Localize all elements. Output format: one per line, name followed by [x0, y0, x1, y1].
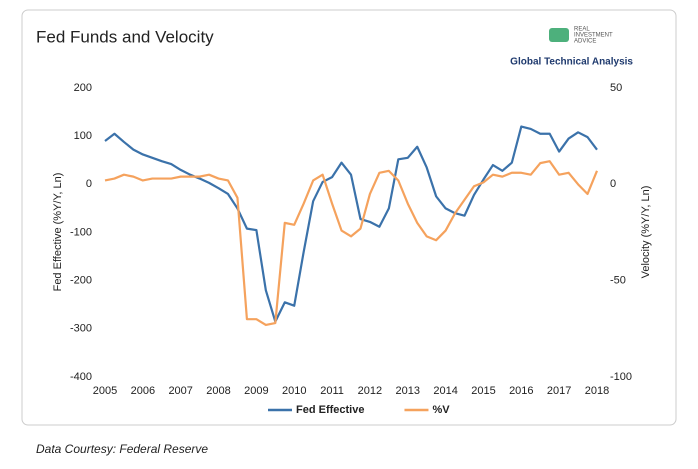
subtitle: Global Technical Analysis	[510, 57, 633, 68]
y2-tick-label: -100	[610, 371, 632, 383]
x-tick-label: 2011	[320, 385, 344, 397]
x-tick-label: 2013	[396, 385, 420, 397]
x-tick-label: 2018	[585, 385, 609, 397]
x-tick-label: 2006	[131, 385, 155, 397]
brand: INVESTMENT	[574, 33, 613, 39]
x-tick-label: 2014	[433, 385, 457, 397]
y-axis-label: Fed Effective (%Y/Y, Ln)	[52, 173, 64, 292]
x-tick-label: 2017	[547, 385, 571, 397]
y2-axis-label: Velocity (%Y/Y, Ln)	[640, 186, 652, 279]
line-series	[104, 160, 599, 327]
x-tick-label: 2009	[244, 385, 268, 397]
y2-tick-label: 0	[610, 178, 616, 190]
y-tick-label: -400	[70, 371, 92, 383]
x-tick-label: 2007	[168, 385, 192, 397]
x-tick-label: 2015	[471, 385, 495, 397]
x-tick-label: 2008	[206, 385, 230, 397]
y-tick-label: 200	[74, 82, 92, 94]
y2-tick-label: -50	[610, 275, 626, 287]
source: Data Courtesy: Federal Reserve	[36, 442, 208, 456]
legend-label: Fed Effective	[296, 404, 364, 416]
y-tick-label: 100	[74, 130, 92, 142]
y-tick-label: 0	[86, 178, 92, 190]
x-tick-label: 2010	[282, 385, 306, 397]
y-tick-label: -300	[70, 323, 92, 335]
legend-label: %V	[432, 404, 450, 416]
x-tick-label: 2012	[358, 385, 382, 397]
x-tick-label: 2016	[509, 385, 533, 397]
y-tick-label: -200	[70, 275, 92, 287]
chart-title: Fed Funds and Velocity	[36, 27, 214, 46]
y-tick-label: -100	[70, 226, 92, 238]
chart-frame	[21, 9, 677, 426]
brand: ADVICE	[574, 39, 596, 45]
y2-tick-label: 50	[610, 82, 622, 94]
line-series	[104, 125, 598, 323]
logo-icon	[549, 28, 569, 42]
brand: REAL	[574, 27, 590, 33]
x-tick-label: 2005	[93, 385, 117, 397]
